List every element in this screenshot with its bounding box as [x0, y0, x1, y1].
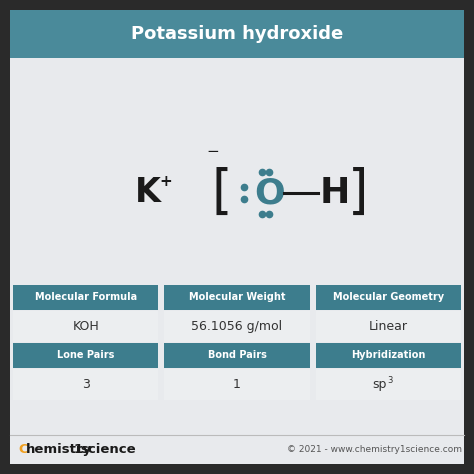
Bar	[13, 311, 158, 342]
Text: Lone Pairs: Lone Pairs	[57, 350, 114, 361]
Text: 3: 3	[82, 378, 90, 391]
Text: Molecular Geometry: Molecular Geometry	[333, 292, 444, 302]
Bar	[164, 311, 310, 342]
Text: sp: sp	[372, 378, 386, 391]
Text: 3: 3	[387, 376, 392, 385]
Text: science: science	[80, 443, 136, 456]
Text: +: +	[160, 174, 173, 190]
Bar	[164, 285, 310, 310]
Text: Hybridization: Hybridization	[351, 350, 426, 361]
Text: hemistry: hemistry	[26, 443, 92, 456]
Bar	[13, 369, 158, 400]
Text: Linear: Linear	[369, 320, 408, 333]
Text: Molecular Weight: Molecular Weight	[189, 292, 285, 302]
Text: 56.1056 g/mol: 56.1056 g/mol	[191, 320, 283, 333]
Bar	[316, 369, 461, 400]
Text: 1: 1	[74, 443, 83, 456]
Text: K: K	[135, 175, 161, 209]
Text: 1: 1	[233, 378, 241, 391]
Bar	[10, 435, 464, 464]
Text: C: C	[18, 443, 27, 456]
Text: Molecular Formula: Molecular Formula	[35, 292, 137, 302]
Text: [: [	[212, 167, 232, 219]
Bar	[164, 369, 310, 400]
Text: −: −	[207, 145, 219, 159]
Bar	[164, 343, 310, 368]
Text: H: H	[320, 176, 350, 210]
Text: KOH: KOH	[73, 320, 99, 333]
Bar	[316, 343, 461, 368]
Text: ]: ]	[348, 167, 368, 219]
Text: Bond Pairs: Bond Pairs	[208, 350, 266, 361]
Bar	[316, 285, 461, 310]
Bar	[316, 311, 461, 342]
Bar	[13, 285, 158, 310]
Bar	[10, 10, 464, 58]
Text: © 2021 - www.chemistry1science.com: © 2021 - www.chemistry1science.com	[287, 445, 462, 454]
Text: O: O	[255, 176, 285, 210]
Bar	[13, 343, 158, 368]
Text: Potassium hydroxide: Potassium hydroxide	[131, 25, 343, 43]
